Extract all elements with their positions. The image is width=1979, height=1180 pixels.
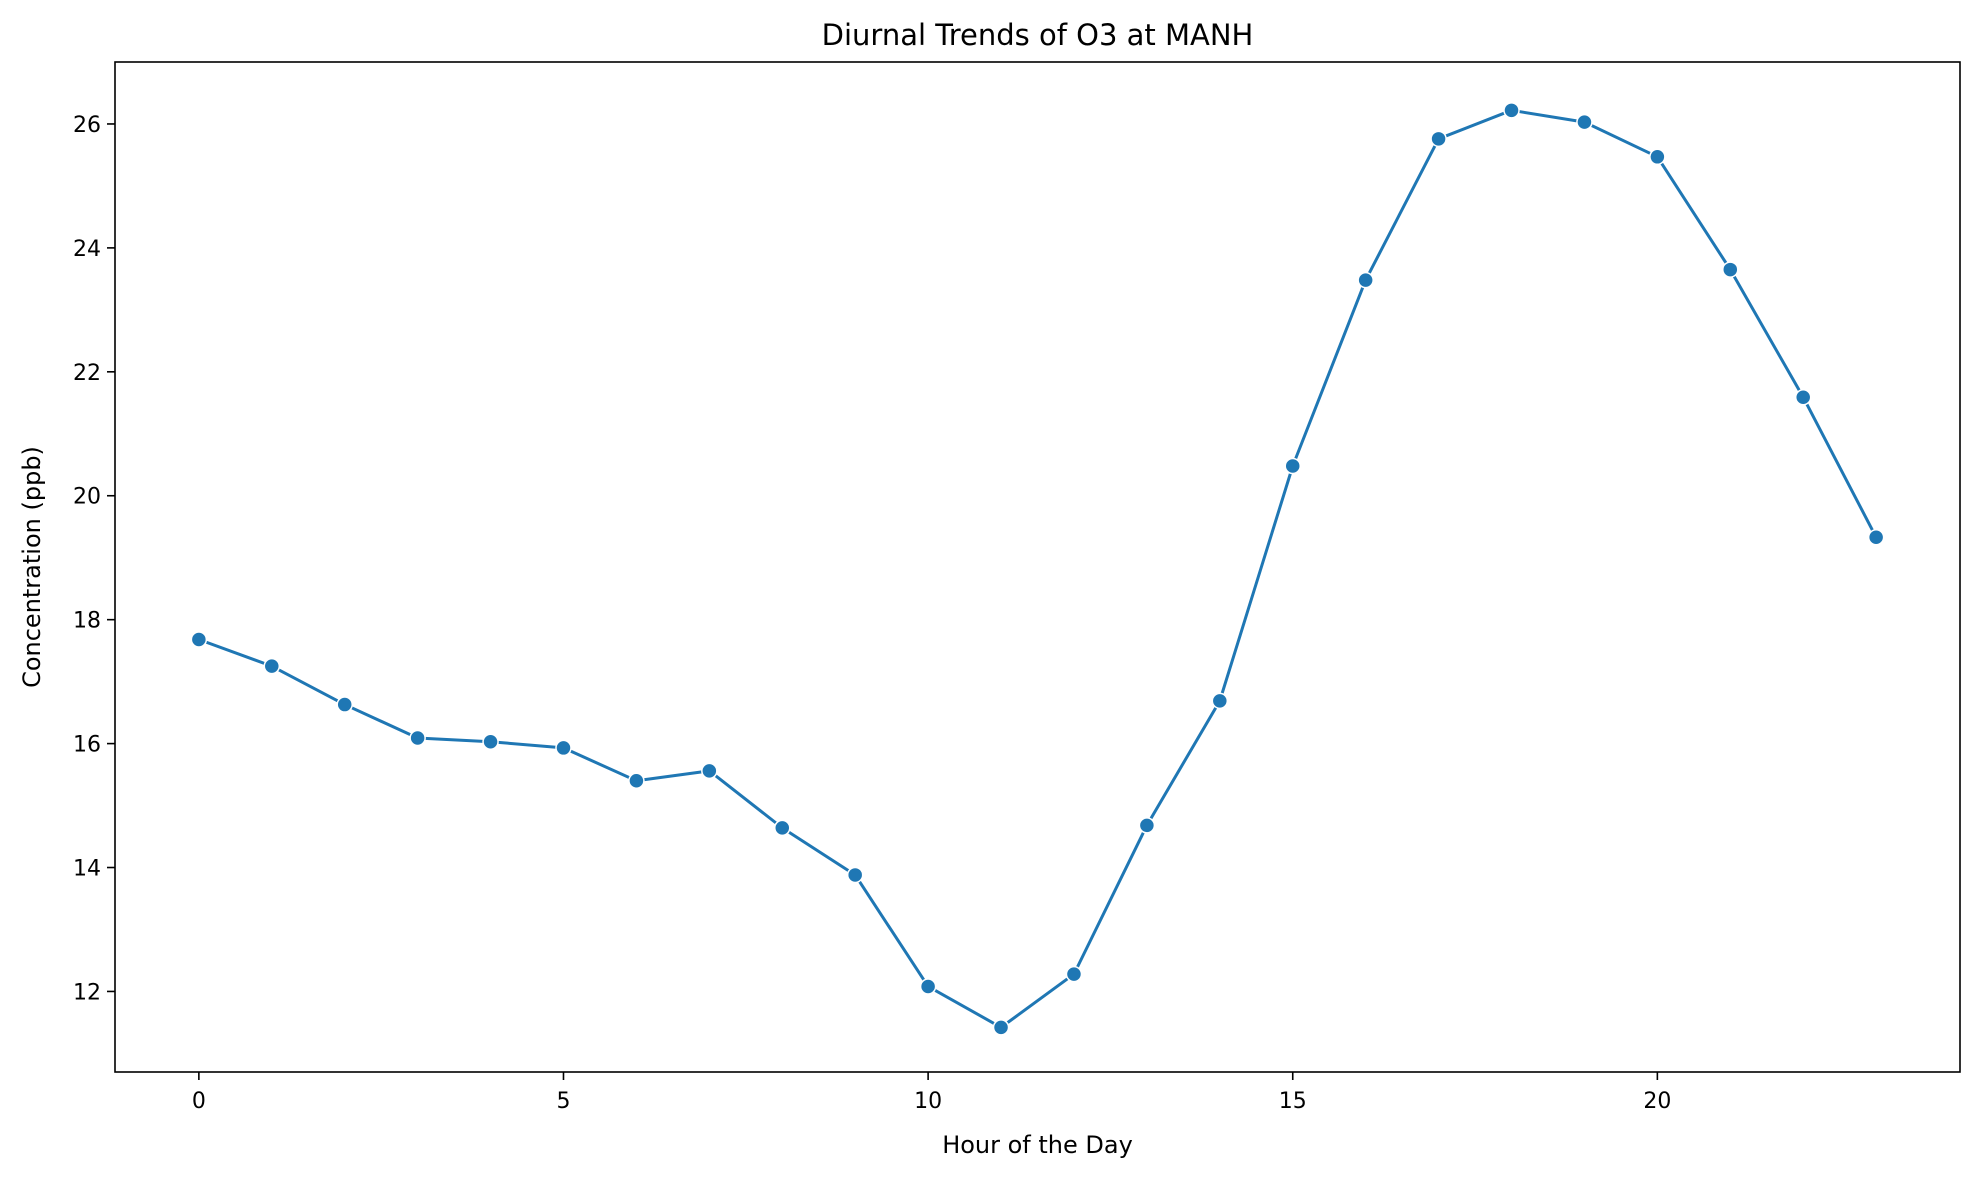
- data-point: [1794, 388, 1812, 406]
- x-tick-label: 20: [1643, 1089, 1671, 1114]
- data-point: [263, 657, 281, 675]
- data-point: [1357, 271, 1374, 289]
- y-axis-label: Concentration (ppb): [18, 446, 46, 688]
- data-point: [846, 866, 864, 884]
- y-tick-label: 18: [73, 609, 101, 634]
- data-point: [190, 631, 208, 648]
- data-point: [1503, 102, 1520, 119]
- plot-series: [190, 102, 1885, 1036]
- data-point: [336, 696, 353, 713]
- data-point: [482, 733, 499, 750]
- plot-area-frame: [114, 61, 1961, 1073]
- data-point: [555, 739, 572, 757]
- data-point: [1722, 261, 1739, 278]
- x-tick-label: 15: [1279, 1089, 1307, 1114]
- data-point: [1576, 113, 1593, 131]
- data-point: [1649, 148, 1666, 166]
- data-point: [628, 772, 645, 790]
- data-point: [701, 762, 718, 780]
- x-axis-label: Hour of the Day: [942, 1131, 1133, 1159]
- data-point: [1430, 130, 1447, 148]
- data-point: [774, 819, 791, 837]
- y-tick-label: 16: [73, 733, 101, 758]
- series-line: [198, 108, 1878, 1029]
- y-tick-label: 26: [73, 113, 101, 138]
- y-tick-label: 24: [73, 237, 101, 262]
- y-tick-label: 20: [73, 485, 101, 510]
- data-point: [1211, 692, 1229, 710]
- y-tick-label: 22: [73, 361, 101, 386]
- y-tick-label: 14: [73, 857, 101, 882]
- data-point: [992, 1019, 1010, 1036]
- data-point: [1284, 457, 1301, 475]
- data-point: [919, 978, 937, 995]
- x-tick-label: 0: [192, 1089, 206, 1114]
- x-tick-label: 10: [914, 1089, 942, 1114]
- x-axis: 0 5 10 15 20: [192, 1072, 1671, 1114]
- data-point: [1065, 965, 1083, 983]
- chart-title: Diurnal Trends of O3 at MANH: [822, 18, 1254, 52]
- data-point: [1138, 817, 1156, 834]
- data-point: [409, 729, 426, 747]
- y-axis: 12 14 16 18 20 22 24 26: [73, 113, 115, 1005]
- y-tick-label: 12: [73, 980, 101, 1005]
- data-point: [1867, 529, 1885, 546]
- x-tick-label: 5: [556, 1089, 570, 1114]
